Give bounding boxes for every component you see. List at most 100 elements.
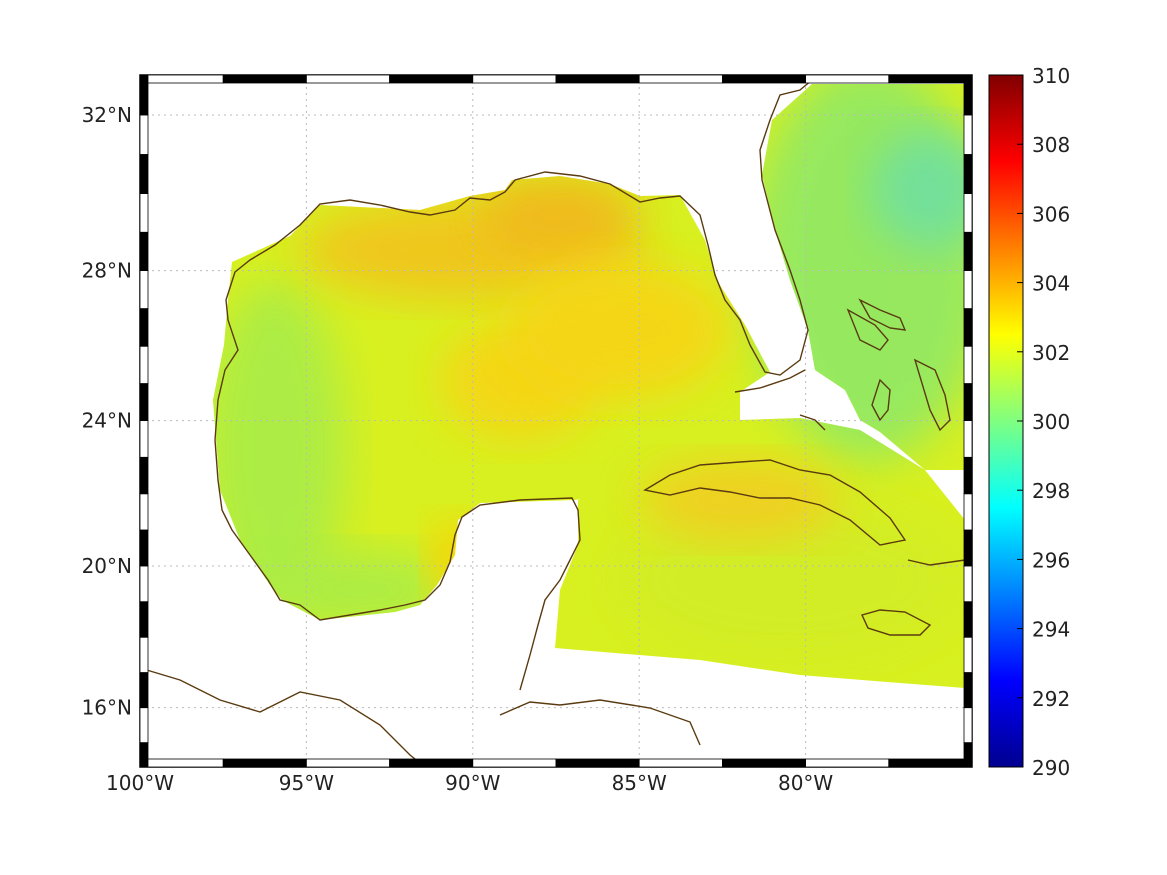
frame-segment-left [139, 193, 149, 233]
frame-segment-bottom [222, 758, 307, 768]
frame-segment-left [139, 231, 149, 271]
sst-patch [213, 280, 345, 620]
frame-segment-right [963, 672, 973, 709]
frame-segment-top [305, 74, 390, 84]
sst-patch [640, 460, 840, 540]
frame-segment-right [963, 114, 973, 155]
frame-segment-right [963, 601, 973, 638]
colorbar-tick-label: 292 [1032, 687, 1070, 711]
frame-segment-right [963, 193, 973, 233]
coastline [643, 459, 907, 546]
sst-patch [870, 130, 965, 250]
frame-segment-right [963, 742, 973, 768]
frame-segment-bottom [139, 758, 224, 768]
lat-tick-label: 28°N [82, 259, 132, 283]
frame-segment-top [555, 74, 640, 84]
colorbar-tick-label: 304 [1032, 272, 1070, 296]
lat-tick-label: 16°N [82, 696, 132, 720]
frame-segment-left [139, 345, 149, 384]
coastline [499, 699, 701, 746]
frame-segment-left [139, 601, 149, 638]
frame-segment-left [139, 636, 149, 673]
frame-segment-left [139, 742, 149, 768]
frame-segment-bottom [638, 758, 723, 768]
frame-segment-left [139, 270, 149, 309]
frame-segment-right [963, 420, 973, 458]
frame-segment-top [722, 74, 807, 84]
coastline [907, 559, 966, 566]
frame-segment-top [888, 74, 973, 84]
frame-segment-top [472, 74, 557, 84]
lat-tick-label: 24°N [82, 409, 132, 433]
frame-segment-right [963, 707, 973, 744]
frame-segment-left [139, 154, 149, 194]
frame-segment-left [139, 456, 149, 495]
colorbar-tick-label: 306 [1032, 202, 1070, 226]
frame-segment-bottom [888, 758, 973, 768]
sst-patch [270, 550, 450, 630]
frame-segment-left [139, 565, 149, 603]
frame-segment-top [389, 74, 474, 84]
frame-segment-right [963, 565, 973, 603]
frame-segment-left [139, 672, 149, 709]
lon-tick-label: 85°W [612, 771, 667, 795]
colorbar-tick-label: 300 [1032, 410, 1070, 434]
lat-tick-label: 20°N [82, 554, 132, 578]
frame-segment-left [139, 707, 149, 744]
sst-patch [430, 520, 490, 600]
lon-tick-label: 80°W [778, 771, 833, 795]
frame-segment-right [963, 456, 973, 495]
coastline [858, 298, 907, 331]
colorbar-tick-label: 310 [1032, 64, 1070, 88]
colorbar-tick-label: 294 [1032, 618, 1070, 642]
frame-segment-right [963, 74, 973, 116]
coastline [846, 308, 889, 351]
frame-segment-right [963, 529, 973, 567]
frame-segment-bottom [555, 758, 640, 768]
frame-segment-left [139, 383, 149, 421]
frame-segment-bottom [805, 758, 890, 768]
coastline [871, 378, 891, 422]
coastline [861, 609, 932, 636]
frame-segment-bottom [722, 758, 807, 768]
frame-segment-right [963, 231, 973, 271]
coastline [913, 358, 951, 432]
frame-segment-left [139, 308, 149, 347]
frame-segment-left [139, 114, 149, 155]
frame-segment-right [963, 154, 973, 194]
frame-segment-right [963, 383, 973, 421]
frame-segment-left [139, 529, 149, 567]
frame-segment-right [963, 345, 973, 384]
frame-segment-top [805, 74, 890, 84]
frame-segment-top [638, 74, 723, 84]
colorbar-tick-label: 298 [1032, 479, 1070, 503]
colorbar-tick-label: 308 [1032, 133, 1070, 157]
frame-segment-left [139, 420, 149, 458]
frame-segment-bottom [389, 758, 474, 768]
frame-segment-bottom [305, 758, 390, 768]
frame-segment-top [139, 74, 224, 84]
frame-segment-right [963, 308, 973, 347]
sst-patch [510, 260, 730, 400]
frame-segment-top [222, 74, 307, 84]
lon-tick-label: 90°W [445, 771, 500, 795]
lat-tick-label: 32°N [82, 103, 132, 127]
frame-segment-right [963, 493, 973, 531]
coastline [214, 79, 813, 691]
coastline [139, 667, 426, 768]
colorbar-tick-label: 296 [1032, 548, 1070, 572]
sst-field [213, 84, 965, 688]
frame-segment-right [963, 270, 973, 309]
colorbar-tick-label: 290 [1032, 756, 1070, 780]
lon-tick-label: 100°W [106, 771, 174, 795]
frame-segment-right [963, 636, 973, 673]
coastline [799, 414, 826, 431]
colorbar-tick-label: 302 [1032, 341, 1070, 365]
lon-tick-label: 95°W [279, 771, 334, 795]
frame-segment-left [139, 493, 149, 531]
sst-patch [480, 175, 640, 255]
frame-segment-bottom [472, 758, 557, 768]
frame-segment-left [139, 74, 149, 116]
coastline [734, 369, 806, 393]
